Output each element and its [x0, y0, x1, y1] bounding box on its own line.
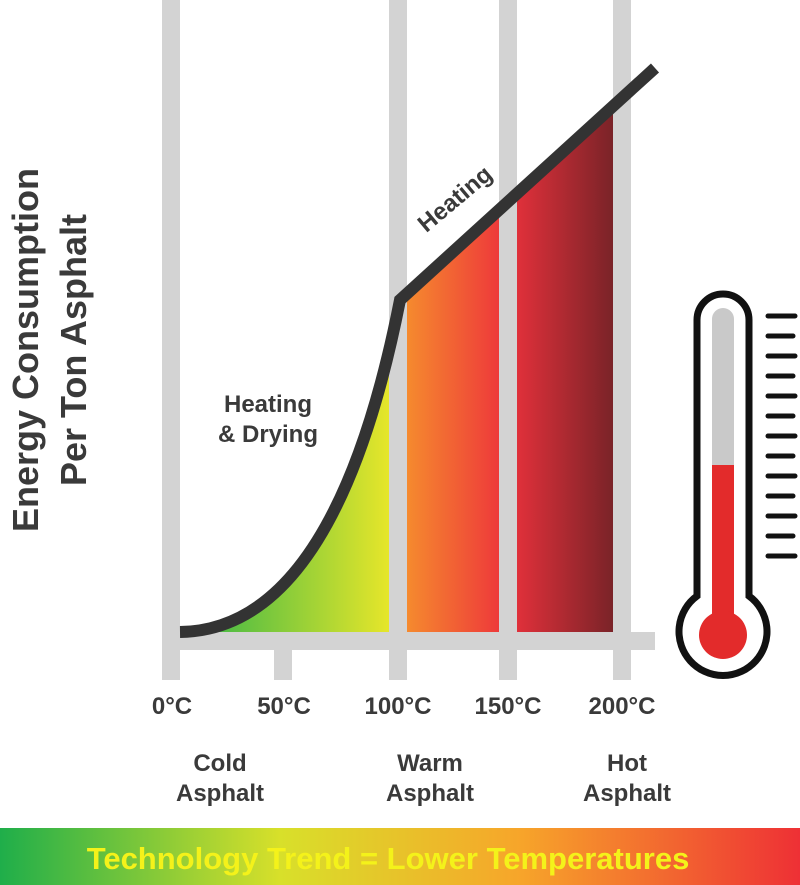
category-label: Asphalt — [176, 780, 264, 807]
category-label: Warm — [397, 750, 463, 777]
category-label: Cold — [193, 750, 246, 777]
category-label: Hot — [607, 750, 647, 777]
curve-label: Heating — [224, 391, 312, 418]
x-tick-label: 50°C — [257, 693, 311, 720]
x-tick-label: 100°C — [365, 693, 432, 720]
x-tick-label: 0°C — [152, 693, 192, 720]
banner — [0, 828, 800, 885]
y-axis-label: Energy Consumption — [5, 168, 46, 532]
grid-bars — [162, 0, 655, 680]
y-axis-label: Per Ton Asphalt — [53, 214, 94, 486]
x-tick-label: 150°C — [475, 693, 542, 720]
curve-label: & Drying — [218, 421, 318, 448]
banner-text: Technology Trend = Lower Temperatures — [87, 841, 690, 876]
x-tick-label: 200°C — [589, 693, 656, 720]
thermometer — [675, 290, 798, 679]
category-label: Asphalt — [583, 780, 671, 807]
energy-curve — [179, 63, 660, 638]
category-label: Asphalt — [386, 780, 474, 807]
